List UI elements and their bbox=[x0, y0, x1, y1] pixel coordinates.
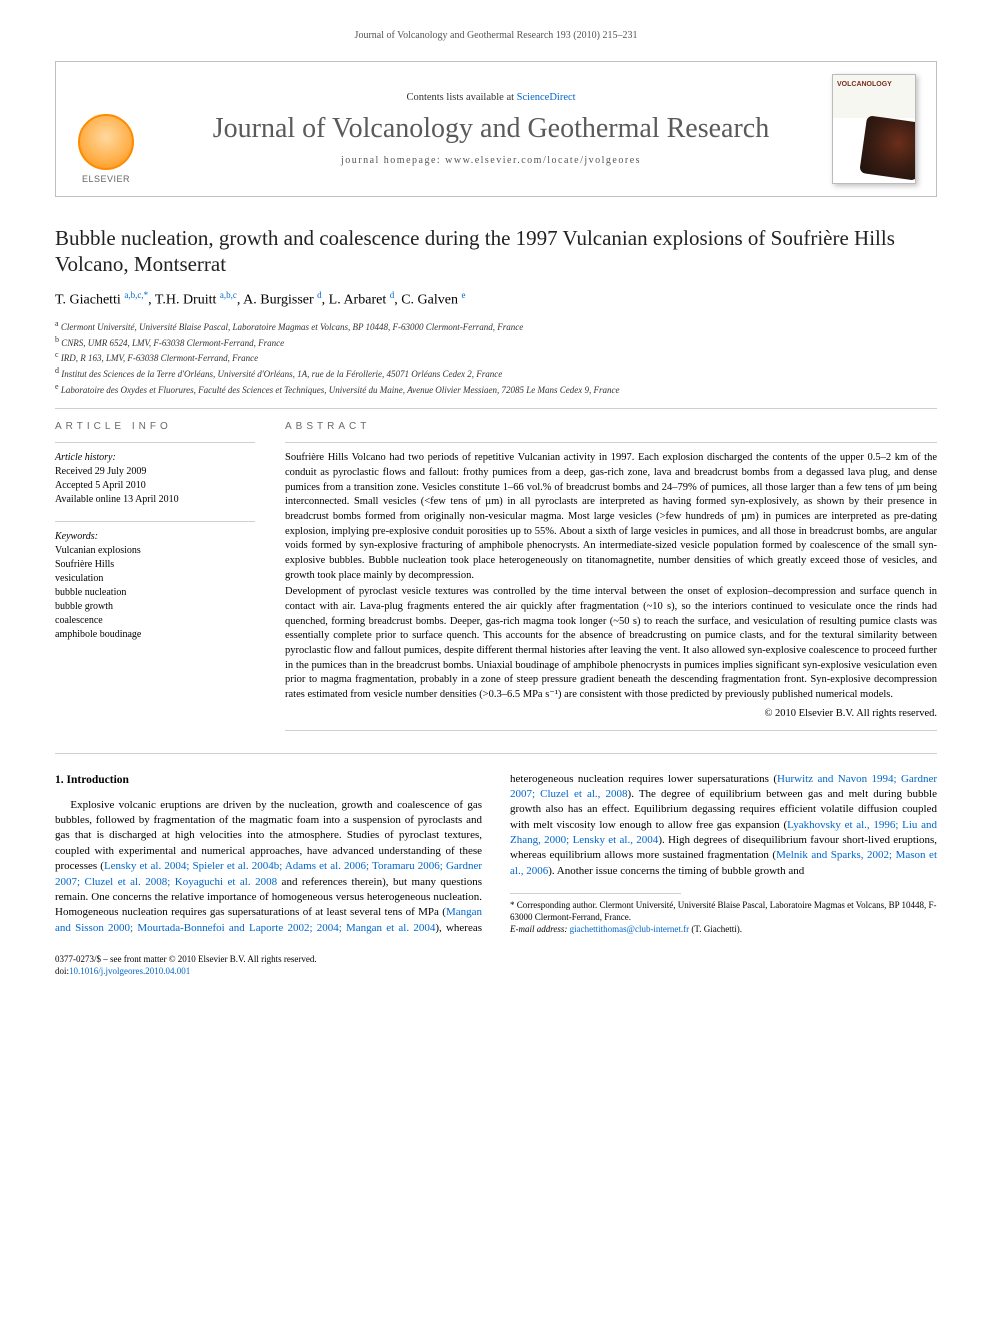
article-history: Article history: Received 29 July 2009 A… bbox=[55, 451, 255, 507]
aff-key: a bbox=[55, 319, 59, 328]
article-info-label: ARTICLE INFO bbox=[55, 421, 255, 432]
corresponding-author-footnote: * Corresponding author. Clermont Univers… bbox=[510, 900, 937, 935]
footnote-text: * Corresponding author. Clermont Univers… bbox=[510, 900, 937, 923]
keyword: vesiculation bbox=[55, 572, 255, 586]
journal-homepage-line: journal homepage: www.elsevier.com/locat… bbox=[164, 155, 818, 166]
aff-key: d bbox=[55, 366, 59, 375]
history-title: Article history: bbox=[55, 451, 255, 465]
publisher-name: ELSEVIER bbox=[82, 174, 130, 184]
contents-available-line: Contents lists available at ScienceDirec… bbox=[164, 92, 818, 103]
aff-text: IRD, R 163, LMV, F-63038 Clermont-Ferran… bbox=[61, 353, 258, 363]
history-online: Available online 13 April 2010 bbox=[55, 493, 255, 507]
keyword: bubble growth bbox=[55, 600, 255, 614]
keyword: coalescence bbox=[55, 614, 255, 628]
email-link[interactable]: giachettithomas@club-internet.fr bbox=[570, 924, 690, 934]
publisher-logo-block: ELSEVIER bbox=[70, 74, 150, 184]
email-person: (T. Giachetti). bbox=[689, 924, 742, 934]
keyword: bubble nucleation bbox=[55, 586, 255, 600]
affiliation: a Clermont Université, Université Blaise… bbox=[55, 318, 937, 334]
article-info-column: ARTICLE INFO Article history: Received 2… bbox=[55, 421, 255, 730]
elsevier-logo: ELSEVIER bbox=[70, 106, 142, 184]
abstract-paragraph: Soufrière Hills Volcano had two periods … bbox=[285, 451, 937, 583]
affiliation: b CNRS, UMR 6524, LMV, F-63038 Clermont-… bbox=[55, 334, 937, 350]
article-title: Bubble nucleation, growth and coalescenc… bbox=[55, 225, 937, 278]
affiliation: d Institut des Sciences de la Terre d'Or… bbox=[55, 365, 937, 381]
aff-key: e bbox=[55, 382, 59, 391]
abstract-label: ABSTRACT bbox=[285, 421, 937, 432]
cover-thumb-block: VOLCANOLOGY bbox=[832, 74, 922, 184]
author-aff-marks: e bbox=[461, 290, 465, 300]
keywords-block: Keywords: Vulcanian explosions Soufrière… bbox=[55, 530, 255, 642]
doi-label: doi: bbox=[55, 966, 69, 976]
footnote-email-line: E-mail address: giachettithomas@club-int… bbox=[510, 924, 937, 936]
divider bbox=[285, 442, 937, 443]
journal-title: Journal of Volcanology and Geothermal Re… bbox=[164, 113, 818, 145]
aff-key: c bbox=[55, 350, 59, 359]
keyword: Vulcanian explosions bbox=[55, 544, 255, 558]
doi-link[interactable]: 10.1016/j.jvolgeores.2010.04.001 bbox=[69, 966, 190, 976]
author-aff-marks: a,b,c,* bbox=[124, 290, 148, 300]
info-abstract-row: ARTICLE INFO Article history: Received 2… bbox=[55, 421, 937, 730]
journal-masthead: ELSEVIER Contents lists available at Sci… bbox=[55, 61, 937, 197]
contents-prefix: Contents lists available at bbox=[406, 92, 516, 103]
keyword: Soufrière Hills bbox=[55, 558, 255, 572]
cover-art-icon bbox=[859, 115, 916, 181]
elsevier-tree-icon bbox=[78, 114, 134, 170]
keyword: amphibole boudinage bbox=[55, 628, 255, 642]
sciencedirect-link[interactable]: ScienceDirect bbox=[517, 92, 576, 103]
abstract-column: ABSTRACT Soufrière Hills Volcano had two… bbox=[285, 421, 937, 730]
divider bbox=[55, 521, 255, 522]
authors-line: T. Giachetti a,b,c,*, T.H. Druitt a,b,c,… bbox=[55, 290, 937, 309]
email-label: E-mail address: bbox=[510, 924, 570, 934]
affiliations-block: a Clermont Université, Université Blaise… bbox=[55, 318, 937, 396]
section-heading: 1. Introduction bbox=[55, 772, 482, 788]
history-accepted: Accepted 5 April 2010 bbox=[55, 479, 255, 493]
homepage-prefix: journal homepage: bbox=[341, 155, 445, 166]
divider bbox=[285, 730, 937, 731]
divider bbox=[55, 442, 255, 443]
masthead-center: Contents lists available at ScienceDirec… bbox=[164, 74, 818, 184]
author-aff-marks: d bbox=[390, 290, 395, 300]
homepage-url: www.elsevier.com/locate/jvolgeores bbox=[445, 155, 641, 166]
page-container: Journal of Volcanology and Geothermal Re… bbox=[0, 0, 992, 1017]
abstract-paragraph: Development of pyroclast vesicle texture… bbox=[285, 585, 937, 703]
author-aff-marks: d bbox=[317, 290, 322, 300]
author: T.H. Druitt bbox=[155, 292, 217, 307]
aff-text: CNRS, UMR 6524, LMV, F-63038 Clermont-Fe… bbox=[61, 338, 284, 348]
footer-doi-line: doi:10.1016/j.jvolgeores.2010.04.001 bbox=[55, 966, 937, 978]
divider bbox=[55, 408, 937, 409]
divider bbox=[55, 753, 937, 754]
author: A. Burgisser bbox=[243, 292, 314, 307]
aff-text: Clermont Université, Université Blaise P… bbox=[61, 322, 523, 332]
journal-cover-thumbnail: VOLCANOLOGY bbox=[832, 74, 916, 184]
author: L. Arbaret bbox=[329, 292, 387, 307]
body-text: and references therein), bbox=[277, 876, 388, 888]
footer-front-matter: 0377-0273/$ – see front matter © 2010 El… bbox=[55, 954, 937, 966]
affiliation: c IRD, R 163, LMV, F-63038 Clermont-Ferr… bbox=[55, 349, 937, 365]
body-text: ). Another issue concerns the timing of … bbox=[548, 865, 804, 877]
affiliation: e Laboratoire des Oxydes et Fluorures, F… bbox=[55, 381, 937, 397]
history-received: Received 29 July 2009 bbox=[55, 465, 255, 479]
author-aff-marks: a,b,c bbox=[220, 290, 237, 300]
aff-text: Laboratoire des Oxydes et Fluorures, Fac… bbox=[61, 385, 620, 395]
page-footer: 0377-0273/$ – see front matter © 2010 El… bbox=[55, 954, 937, 977]
aff-key: b bbox=[55, 335, 59, 344]
author: C. Galven bbox=[401, 292, 458, 307]
abstract-copyright: © 2010 Elsevier B.V. All rights reserved… bbox=[285, 707, 937, 722]
cover-caption: VOLCANOLOGY bbox=[833, 75, 915, 88]
author: T. Giachetti bbox=[55, 292, 121, 307]
running-header: Journal of Volcanology and Geothermal Re… bbox=[55, 30, 937, 41]
keywords-title: Keywords: bbox=[55, 530, 255, 544]
aff-text: Institut des Sciences de la Terre d'Orlé… bbox=[61, 369, 502, 379]
body-columns: 1. Introduction Explosive volcanic erupt… bbox=[55, 772, 937, 937]
footnote-separator bbox=[510, 893, 681, 894]
abstract-text: Soufrière Hills Volcano had two periods … bbox=[285, 451, 937, 721]
